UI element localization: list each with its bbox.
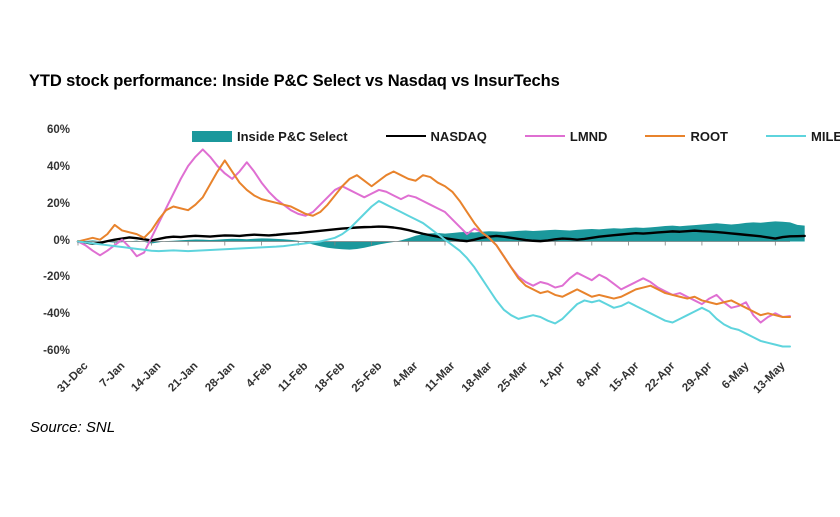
legend-label: Inside P&C Select bbox=[237, 128, 348, 144]
legend-line-swatch-icon bbox=[645, 135, 686, 137]
series-line-root bbox=[77, 159, 791, 319]
legend-area-swatch-icon bbox=[192, 130, 232, 142]
legend-line-swatch-icon bbox=[766, 135, 806, 137]
y-axis-tick-label: 40% bbox=[46, 160, 70, 173]
legend-label: ROOT bbox=[690, 128, 728, 144]
legend-label: MILE bbox=[811, 128, 840, 144]
legend-label: NASDAQ bbox=[430, 128, 487, 144]
chart-legend: Inside P&C Select NASDAQ LMND ROOT MILE bbox=[192, 127, 840, 145]
y-axis-tick-label: 0% bbox=[53, 234, 70, 247]
y-axis-tick-label: -40% bbox=[43, 308, 70, 321]
y-axis-tick-label: -60% bbox=[43, 345, 70, 357]
legend-line-swatch-icon bbox=[524, 135, 565, 137]
y-axis-tick-label: 20% bbox=[46, 197, 70, 210]
legend-item-lmnd[interactable]: LMND bbox=[524, 128, 608, 144]
y-axis-tick-label: -20% bbox=[43, 271, 70, 284]
legend-line-swatch-icon bbox=[385, 135, 426, 137]
series-line-mile bbox=[77, 199, 791, 348]
series-area-inside-p-c-select bbox=[78, 221, 805, 250]
chart-title: YTD stock performance: Inside P&C Select… bbox=[29, 72, 560, 90]
legend-label: LMND bbox=[569, 128, 608, 144]
legend-item-nasdaq[interactable]: NASDAQ bbox=[385, 128, 487, 144]
legend-item-mile[interactable]: MILE bbox=[766, 129, 840, 144]
source-note: Source: SNL bbox=[30, 419, 116, 436]
legend-item-root[interactable]: ROOT bbox=[645, 129, 728, 144]
y-axis-tick-label: 60% bbox=[46, 124, 70, 136]
legend-item-inside-p-c-select[interactable]: Inside P&C Select bbox=[192, 129, 348, 144]
